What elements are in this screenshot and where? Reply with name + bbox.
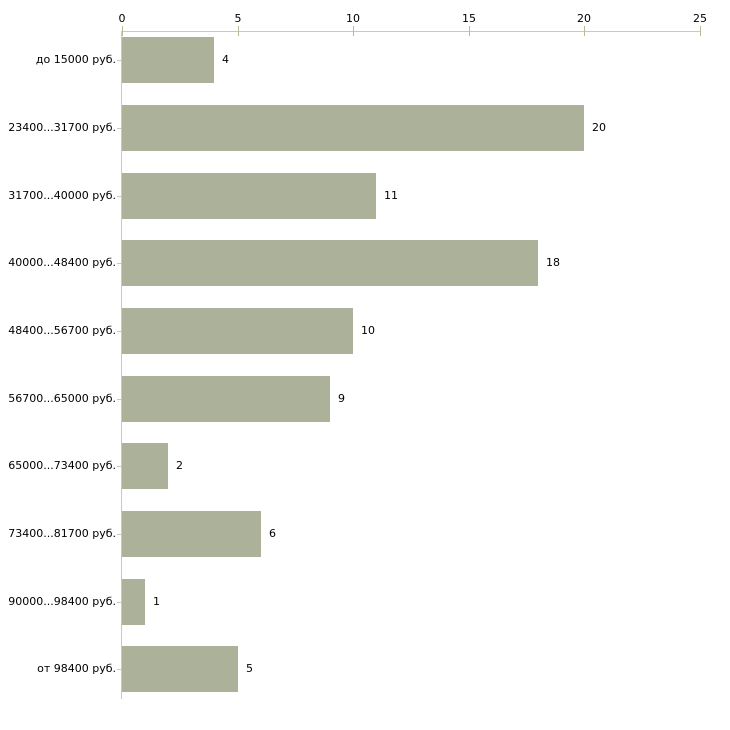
category-tick-mark — [117, 331, 121, 332]
value-label: 1 — [153, 595, 160, 608]
value-label: 10 — [361, 324, 375, 337]
category-tick-mark — [117, 196, 121, 197]
category-tick-mark — [117, 534, 121, 535]
value-label: 4 — [222, 53, 229, 66]
category-label: 73400...81700 руб. — [8, 527, 116, 540]
bar — [122, 646, 238, 692]
category-label: до 15000 руб. — [35, 53, 116, 66]
category-label: 65000...73400 руб. — [8, 459, 116, 472]
x-axis-tick-mark — [469, 26, 470, 36]
bar — [122, 37, 214, 83]
category-tick-mark — [117, 466, 121, 467]
bar — [122, 376, 330, 422]
value-label: 11 — [384, 189, 398, 202]
x-axis-tick-label: 25 — [693, 12, 707, 25]
x-axis-tick-mark — [353, 26, 354, 36]
category-tick-mark — [117, 602, 121, 603]
category-label: 90000...98400 руб. — [8, 595, 116, 608]
x-axis-tick-mark — [584, 26, 585, 36]
category-tick-mark — [117, 399, 121, 400]
bar — [122, 443, 168, 489]
x-axis-tick-mark — [122, 26, 123, 36]
x-axis-tick-mark — [700, 26, 701, 36]
value-label: 20 — [592, 121, 606, 134]
category-label: 56700...65000 руб. — [8, 392, 116, 405]
x-axis-tick-label: 15 — [462, 12, 476, 25]
x-axis-tick-label: 5 — [234, 12, 242, 25]
bar — [122, 105, 584, 151]
value-label: 5 — [246, 662, 253, 675]
value-label: 2 — [176, 459, 183, 472]
category-tick-mark — [117, 669, 121, 670]
x-axis-tick-label: 0 — [118, 12, 126, 25]
category-label: 31700...40000 руб. — [8, 189, 116, 202]
category-label: 40000...48400 руб. — [8, 256, 116, 269]
x-axis-line — [122, 31, 700, 32]
category-label: 23400...31700 руб. — [8, 121, 116, 134]
bar — [122, 173, 376, 219]
category-label: от 98400 руб. — [37, 662, 116, 675]
value-label: 6 — [269, 527, 276, 540]
bar — [122, 579, 145, 625]
y-axis-line — [121, 31, 122, 699]
bar — [122, 511, 261, 557]
category-tick-mark — [117, 60, 121, 61]
x-axis-tick-label: 10 — [346, 12, 360, 25]
category-label: 48400...56700 руб. — [8, 324, 116, 337]
category-tick-mark — [117, 263, 121, 264]
category-tick-mark — [117, 128, 121, 129]
value-label: 18 — [546, 256, 560, 269]
value-label: 9 — [338, 392, 345, 405]
bar — [122, 308, 353, 354]
x-axis-tick-mark — [238, 26, 239, 36]
x-axis-tick-label: 20 — [577, 12, 591, 25]
bar — [122, 240, 538, 286]
